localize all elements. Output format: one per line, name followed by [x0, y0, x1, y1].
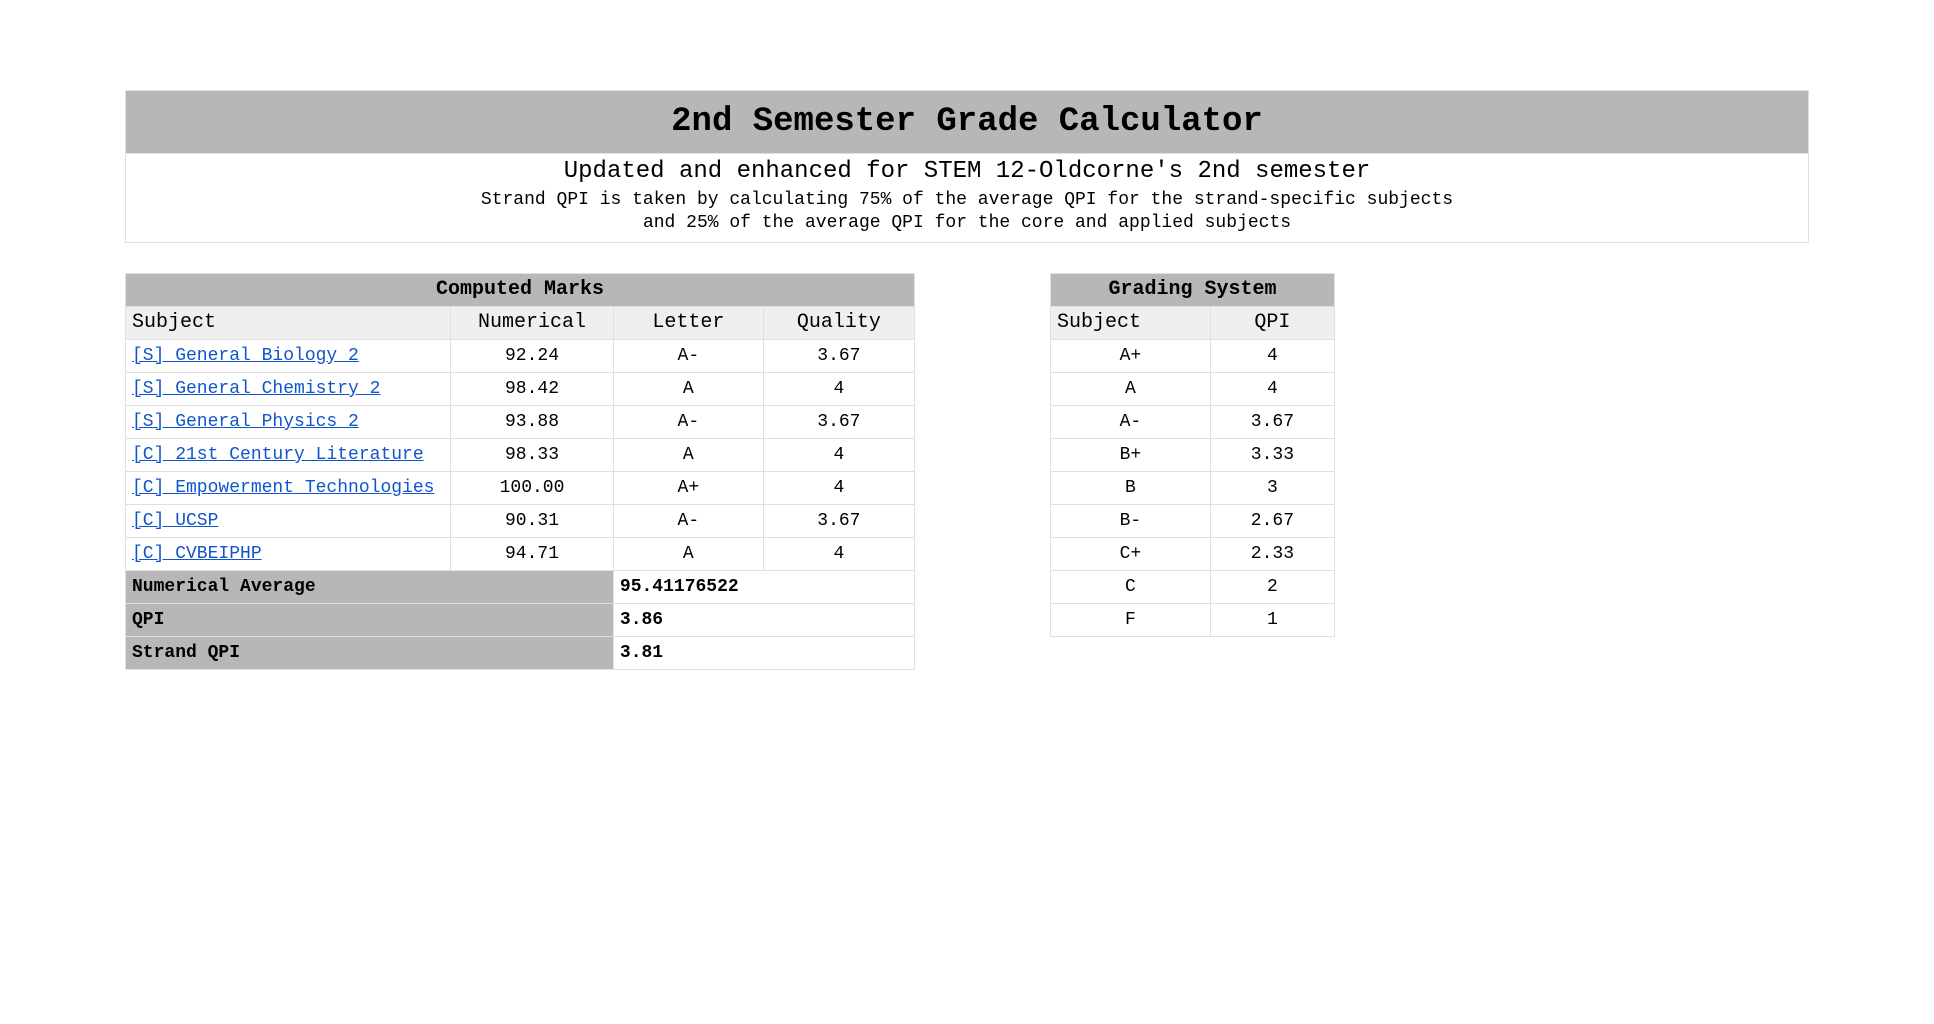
quality-cell: 3.67	[763, 405, 914, 438]
table-row: B+ 3.33	[1051, 438, 1335, 471]
col-header-letter: Letter	[613, 306, 763, 339]
page-subtitle: Updated and enhanced for STEM 12-Oldcorn…	[126, 154, 1808, 187]
table-row: C+ 2.33	[1051, 537, 1335, 570]
computed-table-title: Computed Marks	[126, 273, 915, 306]
grading-system-table: Grading System Subject QPI A+ 4 A 4 A- 3…	[1050, 273, 1335, 637]
table-row: A 4	[1051, 372, 1335, 405]
numerical-average-label: Numerical Average	[126, 570, 614, 603]
table-row: [C] CVBEIPHP 94.71 A 4	[126, 537, 915, 570]
page-title: 2nd Semester Grade Calculator	[126, 91, 1808, 154]
table-row: [S] General Chemistry 2 98.42 A 4	[126, 372, 915, 405]
numerical-cell: 90.31	[451, 504, 614, 537]
letter-cell: A+	[613, 471, 763, 504]
qpi-label: QPI	[126, 603, 614, 636]
qpi-cell: 2.67	[1210, 504, 1334, 537]
desc-line-1: Strand QPI is taken by calculating 75% o…	[481, 190, 1453, 210]
grade-cell: A-	[1051, 405, 1211, 438]
page-description: Strand QPI is taken by calculating 75% o…	[126, 187, 1808, 242]
subject-link[interactable]: [C] Empowerment Technologies	[132, 478, 434, 498]
numerical-average-value: 95.41176522	[613, 570, 914, 603]
qpi-cell: 3.33	[1210, 438, 1334, 471]
qpi-cell: 1	[1210, 603, 1334, 636]
table-row: [S] General Physics 2 93.88 A- 3.67	[126, 405, 915, 438]
table-row: F 1	[1051, 603, 1335, 636]
subject-link[interactable]: [C] CVBEIPHP	[132, 544, 262, 564]
qpi-cell: 2.33	[1210, 537, 1334, 570]
grading-col-qpi: QPI	[1210, 306, 1334, 339]
subject-link[interactable]: [C] UCSP	[132, 511, 218, 531]
table-row: A- 3.67	[1051, 405, 1335, 438]
grading-table-title: Grading System	[1051, 273, 1335, 306]
grade-cell: A+	[1051, 339, 1211, 372]
letter-cell: A	[613, 372, 763, 405]
grade-cell: C+	[1051, 537, 1211, 570]
table-row: A+ 4	[1051, 339, 1335, 372]
table-row: [S] General Biology 2 92.24 A- 3.67	[126, 339, 915, 372]
subject-link[interactable]: [S] General Physics 2	[132, 412, 359, 432]
letter-cell: A-	[613, 405, 763, 438]
numerical-cell: 98.33	[451, 438, 614, 471]
grade-cell: C	[1051, 570, 1211, 603]
quality-cell: 4	[763, 438, 914, 471]
col-header-numerical: Numerical	[451, 306, 614, 339]
header-block: 2nd Semester Grade Calculator Updated an…	[125, 90, 1809, 243]
computed-marks-table: Computed Marks Subject Numerical Letter …	[125, 273, 915, 670]
letter-cell: A	[613, 438, 763, 471]
strand-qpi-label: Strand QPI	[126, 636, 614, 669]
table-row: B- 2.67	[1051, 504, 1335, 537]
qpi-cell: 4	[1210, 372, 1334, 405]
numerical-cell: 100.00	[451, 471, 614, 504]
table-row: B 3	[1051, 471, 1335, 504]
grade-cell: F	[1051, 603, 1211, 636]
table-row: [C] UCSP 90.31 A- 3.67	[126, 504, 915, 537]
qpi-cell: 3	[1210, 471, 1334, 504]
table-row: C 2	[1051, 570, 1335, 603]
col-header-subject: Subject	[126, 306, 451, 339]
numerical-cell: 92.24	[451, 339, 614, 372]
grade-cell: A	[1051, 372, 1211, 405]
numerical-cell: 93.88	[451, 405, 614, 438]
subject-link[interactable]: [C] 21st Century Literature	[132, 445, 424, 465]
quality-cell: 4	[763, 537, 914, 570]
numerical-cell: 94.71	[451, 537, 614, 570]
letter-cell: A-	[613, 504, 763, 537]
grading-col-subject: Subject	[1051, 306, 1211, 339]
numerical-cell: 98.42	[451, 372, 614, 405]
quality-cell: 4	[763, 471, 914, 504]
subject-link[interactable]: [S] General Biology 2	[132, 346, 359, 366]
strand-qpi-value: 3.81	[613, 636, 914, 669]
quality-cell: 3.67	[763, 504, 914, 537]
table-row: [C] Empowerment Technologies 100.00 A+ 4	[126, 471, 915, 504]
letter-cell: A-	[613, 339, 763, 372]
grade-cell: B+	[1051, 438, 1211, 471]
qpi-cell: 3.67	[1210, 405, 1334, 438]
table-row: [C] 21st Century Literature 98.33 A 4	[126, 438, 915, 471]
letter-cell: A	[613, 537, 763, 570]
subject-link[interactable]: [S] General Chemistry 2	[132, 379, 380, 399]
qpi-cell: 2	[1210, 570, 1334, 603]
grade-cell: B-	[1051, 504, 1211, 537]
desc-line-2: and 25% of the average QPI for the core …	[643, 213, 1291, 233]
grade-cell: B	[1051, 471, 1211, 504]
quality-cell: 3.67	[763, 339, 914, 372]
col-header-quality: Quality	[763, 306, 914, 339]
qpi-value: 3.86	[613, 603, 914, 636]
quality-cell: 4	[763, 372, 914, 405]
qpi-cell: 4	[1210, 339, 1334, 372]
